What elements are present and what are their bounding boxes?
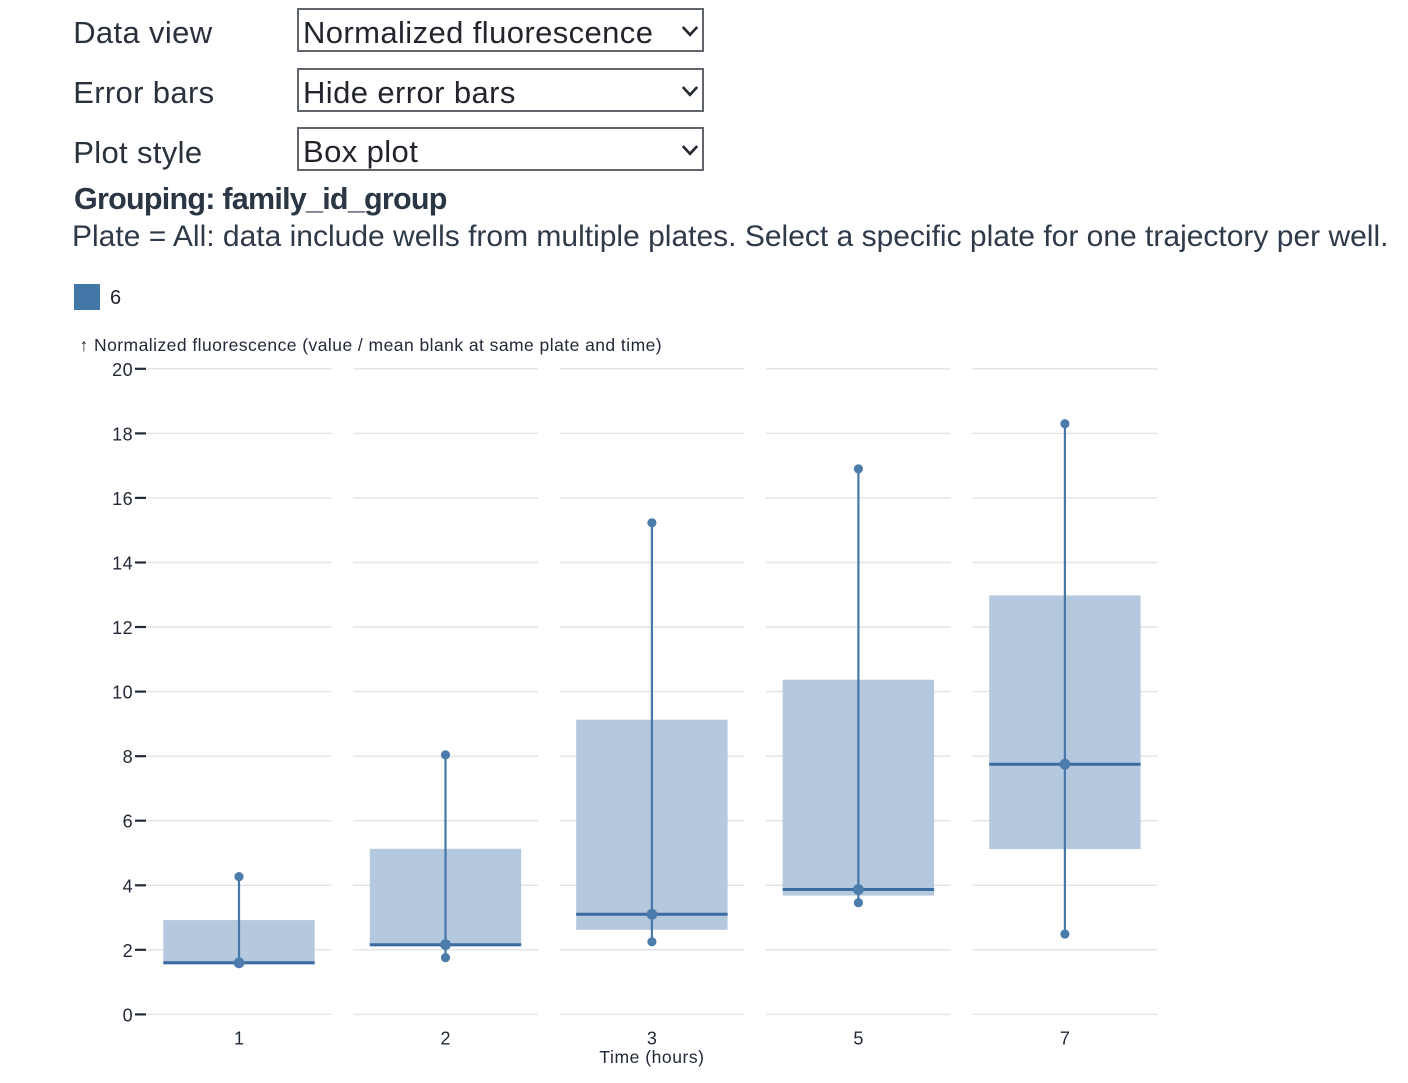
svg-text:14: 14 <box>112 554 133 574</box>
svg-text:2: 2 <box>440 1029 450 1049</box>
svg-text:10: 10 <box>112 683 133 703</box>
svg-text:↑ Normalized fluorescence (val: ↑ Normalized fluorescence (value / mean … <box>80 335 663 355</box>
svg-text:7: 7 <box>1060 1029 1070 1049</box>
svg-text:20: 20 <box>112 360 133 380</box>
svg-text:3: 3 <box>647 1029 657 1049</box>
svg-text:1: 1 <box>234 1029 244 1049</box>
svg-text:0: 0 <box>123 1005 133 1025</box>
svg-text:18: 18 <box>112 424 133 444</box>
svg-text:5: 5 <box>853 1029 863 1049</box>
svg-text:6: 6 <box>123 812 133 832</box>
svg-text:Time (hours): Time (hours) <box>599 1047 704 1067</box>
svg-text:8: 8 <box>123 747 133 767</box>
svg-text:2: 2 <box>123 941 133 961</box>
svg-text:4: 4 <box>123 876 133 896</box>
svg-text:12: 12 <box>112 618 133 638</box>
svg-text:16: 16 <box>112 489 133 509</box>
